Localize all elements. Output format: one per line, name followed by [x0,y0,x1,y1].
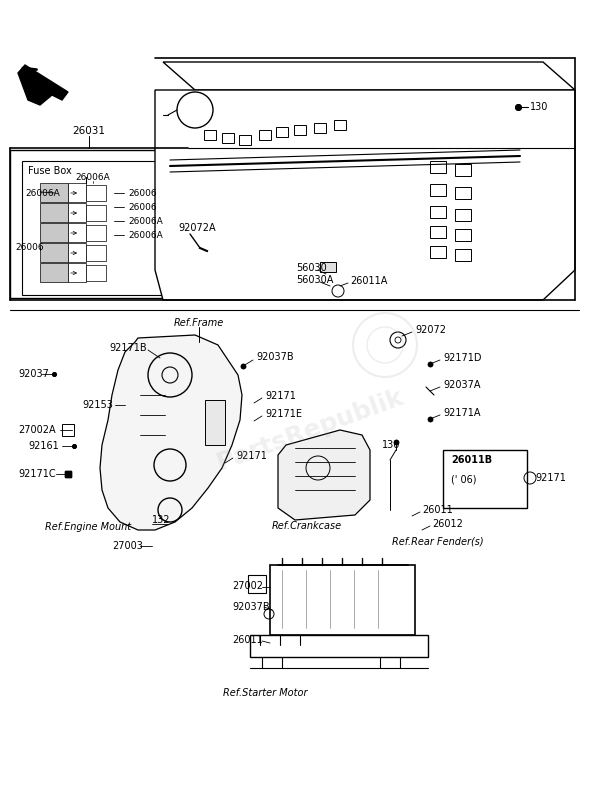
Bar [294,125,306,135]
Text: 92171B: 92171B [109,343,147,353]
Bar [248,575,266,593]
Text: 130: 130 [530,102,548,112]
Bar [430,206,446,218]
Bar [455,164,471,176]
Bar [86,225,106,241]
Bar [430,246,446,258]
Text: 26006A: 26006A [25,189,59,197]
Text: 92171: 92171 [265,391,296,401]
Bar [455,249,471,261]
Text: 27002: 27002 [232,581,263,591]
Text: 92037: 92037 [18,369,49,379]
Bar [430,161,446,173]
Polygon shape [320,262,336,272]
Bar [68,223,86,242]
Text: (' 06): (' 06) [451,475,477,485]
Text: 56030: 56030 [296,263,327,273]
Bar [40,203,68,222]
Polygon shape [205,400,225,445]
Bar [40,223,68,242]
Text: 26006: 26006 [15,244,44,252]
Bar [40,263,68,282]
Text: 26006: 26006 [128,189,157,197]
Text: 92171C: 92171C [18,469,55,479]
Text: Ref.Frame: Ref.Frame [174,318,224,328]
Text: 56030A: 56030A [296,275,333,285]
Bar [86,185,106,201]
Text: Ref.Crankcase: Ref.Crankcase [272,521,342,531]
Text: 27003: 27003 [112,541,143,551]
Bar [259,130,271,140]
Text: 26006A: 26006A [128,217,163,225]
Bar [40,243,68,262]
Bar [22,161,182,295]
Text: 26011: 26011 [422,505,453,515]
Bar [455,229,471,241]
Text: 92161: 92161 [28,441,59,451]
Text: 92037A: 92037A [443,380,481,390]
Polygon shape [100,335,242,530]
Polygon shape [18,65,68,105]
Text: 26011: 26011 [232,635,263,645]
Bar [68,203,86,222]
Bar [40,183,68,202]
Bar [270,565,415,635]
Text: 92037B: 92037B [232,602,270,612]
Bar [86,265,106,281]
Text: 132: 132 [152,515,170,525]
Text: 130: 130 [382,440,401,450]
Bar [68,183,86,202]
Bar [250,635,428,657]
Text: 92072: 92072 [415,325,446,335]
Bar [204,130,216,140]
Text: Ref.Engine Mount: Ref.Engine Mount [45,522,131,532]
Bar [68,243,86,262]
Polygon shape [278,430,370,520]
Text: Fuse Box: Fuse Box [28,166,72,176]
Bar [430,184,446,196]
Text: 26006A: 26006A [75,173,110,181]
Text: 26031: 26031 [72,126,105,136]
Bar [455,187,471,199]
Text: Ref.Rear Fender(s): Ref.Rear Fender(s) [392,537,484,547]
Text: 26012: 26012 [432,519,463,529]
Text: 26006: 26006 [128,202,157,212]
Text: Ref.Starter Motor: Ref.Starter Motor [223,688,307,698]
Text: 92171A: 92171A [443,408,481,418]
Bar [86,205,106,221]
Text: 92171: 92171 [236,451,267,461]
Bar [222,133,234,143]
Bar [10,150,188,298]
Text: 92171E: 92171E [265,409,302,419]
Text: 26011B: 26011B [451,455,492,465]
Polygon shape [163,62,575,90]
Text: 92072A: 92072A [178,223,216,233]
Bar [239,135,251,145]
Text: PartsRepublik: PartsRepublik [213,385,407,475]
Bar [314,123,326,133]
Bar [455,209,471,221]
Bar [334,120,346,130]
Text: 92153: 92153 [82,400,113,410]
Text: 92171: 92171 [535,473,566,483]
Bar [430,226,446,238]
Text: 92037B: 92037B [256,352,294,362]
Bar [443,450,527,508]
Bar [68,263,86,282]
Bar [86,245,106,261]
Bar [276,127,288,137]
Bar [62,424,74,436]
Text: 27002A: 27002A [18,425,55,435]
Text: 26011A: 26011A [350,276,388,286]
Text: 92171D: 92171D [443,353,481,363]
Text: 26006A: 26006A [128,230,163,240]
Polygon shape [155,90,575,300]
